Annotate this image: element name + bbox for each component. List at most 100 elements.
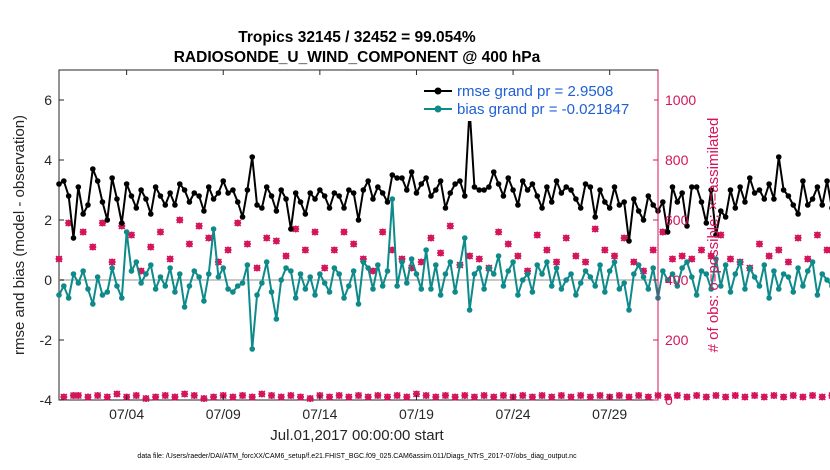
rmse-series-line (58, 108, 830, 242)
rmse-series-point (442, 205, 449, 211)
rmse-series-point (346, 187, 352, 193)
bias-series-point (249, 346, 256, 352)
obs-assimilated-marker (601, 246, 609, 254)
rmse-series-point (90, 166, 96, 172)
obs-assimilated-marker (103, 393, 111, 401)
rmse-series-point (263, 184, 270, 190)
rmse-series-point (703, 220, 710, 226)
bias-series-point (640, 274, 647, 280)
rmse-series-point (104, 217, 111, 223)
obs-count-point (253, 264, 261, 272)
bias-series-point (404, 280, 410, 286)
obs-assimilated-marker (340, 228, 348, 236)
obs-assimilated-marker (784, 258, 792, 266)
bias-series-point (147, 262, 154, 268)
y2-tick-label: 1000 (665, 92, 696, 108)
rmse-series-point (631, 196, 637, 202)
obs-assimilated-marker (572, 252, 580, 260)
obs-assimilated-marker (282, 252, 290, 260)
obs-assimilated-marker (504, 240, 512, 248)
rmse-series-point (143, 196, 149, 202)
bias-series-point (283, 265, 289, 271)
obs-assimilated-marker (514, 252, 522, 260)
rmse-series-point (800, 178, 806, 184)
bias-series-point (172, 289, 178, 295)
obs-count-point (625, 393, 633, 401)
rmse-series-point (172, 202, 178, 208)
bias-series-point (660, 268, 666, 274)
obs-assimilated-marker (437, 249, 445, 257)
bias-series-point (196, 274, 202, 280)
bias-series-point (708, 286, 714, 292)
bias-series-point (225, 286, 231, 292)
rmse-series-point (785, 193, 792, 199)
bias-series-point (61, 283, 67, 289)
obs-assimilated-marker (166, 255, 174, 263)
bias-series-point (220, 265, 227, 271)
obs-count-point (451, 393, 459, 401)
bias-series-point (814, 292, 821, 298)
obs-assimilated-marker (524, 267, 532, 275)
obs-assimilated-marker (775, 246, 783, 254)
y-tick-label: 6 (44, 92, 52, 108)
bias-series-point (534, 262, 541, 268)
obs-assimilated-marker (475, 255, 483, 263)
obs-assimilated-marker (176, 216, 184, 224)
obs-count-point (794, 234, 802, 242)
data-file-footer: data file: /Users/raeder/DAI/ATM_forcXX/… (137, 453, 577, 460)
obs-assimilated-marker (422, 392, 430, 399)
rmse-series-point (524, 187, 531, 193)
bias-series-point (432, 262, 439, 268)
bias-series-point (317, 271, 323, 277)
obs-assimilated-marker (364, 393, 372, 401)
x-tick-label: 07/04 (109, 406, 144, 422)
obs-count-point (355, 392, 362, 399)
obs-count-point (649, 246, 657, 254)
bias-series-point (689, 274, 695, 280)
rmse-series-point (254, 202, 260, 208)
obs-assimilated-marker (321, 264, 329, 272)
legend-bias-label: bias grand pr = -0.021847 (457, 101, 629, 118)
obs-assimilated-marker (702, 393, 710, 401)
obs-count-point (668, 255, 676, 263)
obs-assimilated-marker (137, 267, 145, 275)
y-tick-label: 2 (44, 212, 52, 228)
rmse-series-point (582, 181, 589, 187)
rmse-series-point (563, 184, 570, 190)
bias-series-point (606, 268, 613, 274)
obs-count-point (403, 393, 411, 401)
rmse-series-point (162, 202, 169, 208)
bias-series-point (302, 286, 309, 292)
rmse-series-point (394, 175, 400, 181)
bias-series-point (611, 259, 618, 265)
rmse-series-point (577, 205, 584, 211)
x-tick-label: 07/09 (206, 406, 241, 422)
rmse-series-point (167, 190, 173, 196)
bias-series-point (780, 271, 787, 277)
rmse-series-point (201, 208, 207, 214)
obs-count-point (185, 240, 193, 248)
obs-assimilated-marker (780, 393, 788, 401)
rmse-series-point (471, 184, 478, 190)
bias-series-point (524, 271, 531, 277)
obs-count-point (760, 393, 768, 401)
rmse-series-point (70, 235, 77, 241)
rmse-series-point (616, 202, 623, 208)
obs-assimilated-marker (74, 392, 82, 399)
obs-assimilated-marker (726, 255, 734, 263)
obs-assimilated-marker (287, 392, 295, 399)
obs-assimilated-marker (528, 393, 536, 401)
obs-assimilated-marker (108, 258, 116, 266)
obs-assimilated-marker (94, 392, 102, 399)
bias-series-point (645, 286, 652, 292)
bias-series-point (268, 289, 275, 295)
bias-series-point (321, 280, 328, 286)
obs-count-point (582, 258, 590, 266)
bias-series-point (365, 265, 371, 271)
obs-assimilated-marker (799, 393, 807, 401)
rmse-series-point (558, 190, 565, 196)
obs-assimilated-marker (181, 390, 189, 398)
obs-assimilated-marker (649, 246, 657, 254)
rmse-series-point (375, 184, 381, 190)
rmse-series-point (312, 196, 318, 202)
